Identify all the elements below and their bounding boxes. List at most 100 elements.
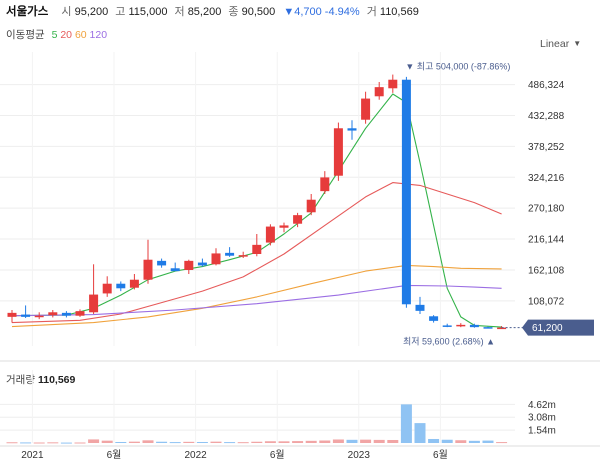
last-price-label: 61,200 [532,323,563,334]
ma-legend-20[interactable]: 20 [60,29,73,41]
ma-legend-60[interactable]: 60 [74,29,87,41]
low-label: 저 [174,6,185,18]
candle [265,224,275,246]
ma-legend-120[interactable]: 120 [89,29,108,41]
volume-bar [210,441,222,443]
candle [320,171,330,194]
low-value: 85,200 [187,6,222,18]
candle-body [483,327,493,329]
candle-body [374,87,384,97]
volume-bar [251,441,263,443]
stock-header: 서울가스 시 95,200 고 115,000 저 85,200 종 90,50… [6,3,419,19]
candle-body [184,260,194,270]
volume-bar [400,404,412,443]
axes: 486,324 432,288 378,252 324,216 270,180 216,1… [21,80,564,461]
volume-short-label: 거 [366,6,377,18]
candle [34,312,44,320]
candle [225,247,235,257]
y-tick-label: 324,216 [528,173,565,184]
candle-body [170,268,180,272]
high-label: 고 [115,6,126,18]
scale-dropdown[interactable]: Linear ▼ [540,38,581,50]
candle-body [361,98,371,120]
volume-bar [455,440,467,443]
volume-bar [360,439,372,443]
candle-body [388,79,398,89]
volume-bar [387,439,399,443]
candle-body [265,226,275,243]
candle [7,310,17,323]
volume-bar [20,442,32,444]
candle-body [116,283,126,289]
ma-line-120 [11,284,502,317]
ma-line-60 [11,264,502,328]
candle [184,259,194,274]
low-price-annotation: 최저 59,600 (2.68%) ▲ [403,337,495,347]
volume-bar [183,441,195,443]
y-tick-label: 486,324 [528,80,565,91]
volume-bar [414,423,426,443]
candle [129,274,139,290]
candle [252,234,262,257]
volume-bar [346,439,358,443]
volume-bar [74,442,86,444]
candle-body [429,316,439,321]
y-tick-label: 270,180 [528,204,565,215]
volume-bar [88,439,100,443]
candle [483,326,493,329]
candle-body [34,315,44,318]
grid [0,52,600,447]
candle [456,323,466,328]
ma-legend-5[interactable]: 5 [51,29,58,41]
y-tick-label: 216,144 [528,235,565,246]
volume-value: 110,569 [37,374,76,386]
candle-body [469,324,479,328]
candle [347,120,357,140]
volume-tick-label: 1.54m [528,426,556,437]
volume-bar [441,439,453,443]
high-value: 115,000 [128,6,168,18]
y-tick-label: 162,108 [528,265,565,276]
candle [361,91,371,124]
ma-legend-title: 이동평균 [6,29,45,41]
volume-bar [237,442,249,444]
volume-bar [6,442,18,444]
candle-body [456,324,466,327]
volume-bars [6,404,508,444]
candle [469,323,479,328]
volume-bar [496,442,508,444]
volume-bar [128,441,140,443]
candle-body [61,312,71,316]
ma-line-5 [11,93,502,328]
volume-bar [482,440,494,443]
volume-bar [305,440,317,443]
volume-bar [468,440,480,443]
volume-bar [373,439,385,443]
volume-bar [101,440,113,443]
volume-bar [115,441,127,443]
close-value: 90,500 [241,6,276,18]
stock-name: 서울가스 [6,6,49,18]
candle-body [129,279,139,288]
y-tick-label: 108,072 [528,296,565,307]
candle [306,194,316,216]
candle-body [7,312,17,317]
y-tick-label: 432,288 [528,111,565,122]
candle [89,264,99,314]
moving-average-legend[interactable]: 이동평균 5 20 60 120 [6,27,107,42]
volume-bar [169,442,181,444]
candle [21,305,31,318]
high-price-annotation: ▼ 최고 504,000 (-87.86%) [405,62,510,72]
volume-bar [264,441,276,443]
x-tick-label: 6월 [270,449,285,461]
annotations: ▼ 최고 504,000 (-87.86%) 최저 59,600 (2.68%) … [403,62,594,347]
candle [102,276,112,297]
candle [238,251,248,258]
candle-body [238,255,248,257]
candle [429,315,439,323]
volume-bar [196,441,208,443]
volume-tick-label: 3.08m [528,413,556,424]
candle-body [21,314,31,317]
scale-dropdown-label: Linear [540,38,570,50]
